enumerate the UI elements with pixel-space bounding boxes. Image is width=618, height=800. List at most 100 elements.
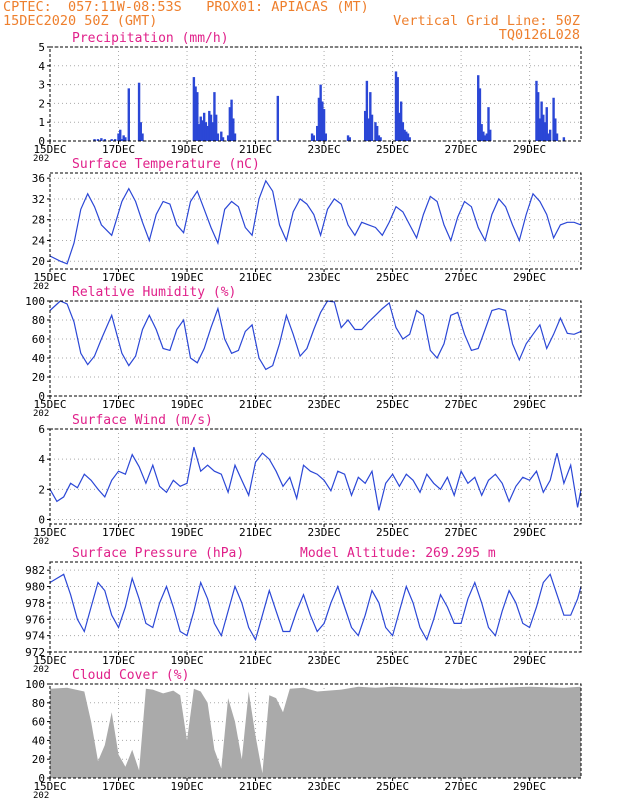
precip-bar: [113, 139, 117, 141]
x-tick-label: 15DEC: [33, 526, 66, 539]
precip-bar: [213, 92, 216, 141]
y-tick-label: 0: [38, 772, 45, 785]
precip-bar: [209, 114, 213, 141]
y-tick-label: 1: [38, 116, 45, 129]
precip-bar: [538, 118, 542, 141]
precip-bar: [204, 122, 208, 141]
y-tick-label: 0: [38, 513, 45, 526]
precip-bar: [375, 125, 379, 141]
x-tick-label: 29DEC: [513, 654, 546, 667]
x-tick-label: 25DEC: [376, 526, 409, 539]
y-tick-label: 2: [38, 97, 45, 110]
precip-bar: [405, 131, 408, 141]
header-model-code: TQ0126L028: [498, 27, 580, 43]
x-tick-label: 19DEC: [170, 526, 203, 539]
x-tick-label: 25DEC: [376, 654, 409, 667]
x-tick-label: 27DEC: [445, 526, 478, 539]
y-tick-label: 3: [38, 79, 45, 92]
x-tick-label: 15DEC: [33, 143, 66, 156]
precip-bar: [374, 122, 377, 141]
x-tick-label: 23DEC: [308, 526, 341, 539]
precip-bar: [319, 84, 322, 141]
precip-bar: [535, 80, 538, 141]
x-tick-label: 17DEC: [102, 271, 135, 284]
x-tick-label: 23DEC: [308, 271, 341, 284]
precip-bar: [480, 124, 483, 141]
y-tick-label: 0: [38, 390, 45, 403]
precip-bar: [120, 139, 124, 141]
precip-bar: [117, 133, 120, 141]
x-tick-label: 17DEC: [102, 143, 135, 156]
y-tick-label: 40: [32, 352, 45, 365]
y-tick-label: 32: [32, 193, 45, 206]
y-tick-label: 20: [32, 753, 45, 766]
y-tick-label: 4: [38, 60, 45, 73]
precip-bar: [394, 71, 398, 141]
precip-bar: [379, 137, 382, 141]
precip-bar: [322, 109, 326, 141]
panel-frame: [49, 300, 582, 397]
precip-bar: [211, 122, 214, 141]
precip-bar: [312, 135, 315, 141]
header-grid-note: Vertical Grid Line: 50Z: [393, 13, 580, 29]
precip-bar: [194, 86, 197, 141]
precip-bar: [110, 139, 113, 141]
x-tick-label: 27DEC: [445, 654, 478, 667]
y-tick-label: 20: [32, 255, 45, 268]
y-tick-label: 2: [38, 483, 45, 496]
precip-bar: [365, 80, 369, 141]
precip-bar: [396, 77, 399, 141]
precip-bar: [197, 124, 201, 141]
pressure-line: [49, 573, 582, 642]
y-tick-label: 0: [38, 135, 45, 148]
precip-bar: [216, 133, 220, 141]
precip-bar: [208, 110, 211, 141]
precip-bar: [408, 137, 411, 141]
rh-line: [49, 300, 582, 371]
x-tick-label: 15DEC: [33, 398, 66, 411]
x-tick-label: 29DEC: [513, 780, 546, 793]
panel-frame: [49, 46, 582, 142]
x-tick-label: 21DEC: [239, 271, 272, 284]
precip-bar: [377, 135, 381, 141]
x-tick-label: 17DEC: [102, 780, 135, 793]
x-tick-label: 21DEC: [239, 143, 272, 156]
precip-bar: [555, 133, 559, 141]
panel-frame: [49, 428, 582, 525]
precip-bar: [562, 137, 566, 141]
precip-bar: [137, 82, 141, 141]
precip-bar: [276, 95, 280, 141]
panel-frame: [49, 561, 582, 653]
y-tick-label: 24: [32, 234, 46, 247]
precip-bar: [317, 97, 321, 141]
precip-bar: [489, 129, 492, 141]
precip-bar: [547, 133, 550, 141]
x-tick-label: 23DEC: [308, 780, 341, 793]
precip-bar: [228, 107, 232, 141]
precip-bar: [192, 77, 196, 141]
precip-bar: [536, 92, 540, 141]
precip-bar: [199, 116, 202, 141]
precip-bar: [545, 107, 548, 141]
precip-bar: [403, 129, 406, 141]
precip-bar: [316, 125, 319, 141]
panel-frame: [49, 172, 582, 270]
x-tick-label: 25DEC: [376, 398, 409, 411]
precip-bar: [477, 75, 480, 141]
precip-bar: [221, 137, 225, 141]
x-year-fragment: 202: [33, 282, 49, 292]
x-year-fragment: 202: [33, 409, 49, 419]
precip-bar: [370, 114, 374, 141]
precip-bar: [485, 133, 488, 141]
x-tick-label: 19DEC: [170, 654, 203, 667]
header-date: 15DEC2020 50Z (GMT): [3, 13, 158, 29]
y-tick-label: 972: [25, 646, 45, 659]
precip-bar: [406, 133, 410, 141]
x-tick-label: 29DEC: [513, 271, 546, 284]
x-tick-label: 29DEC: [513, 398, 546, 411]
precip-bar: [96, 139, 100, 141]
x-year-fragment: 202: [33, 791, 49, 800]
x-tick-label: 29DEC: [513, 143, 546, 156]
x-tick-label: 27DEC: [445, 271, 478, 284]
